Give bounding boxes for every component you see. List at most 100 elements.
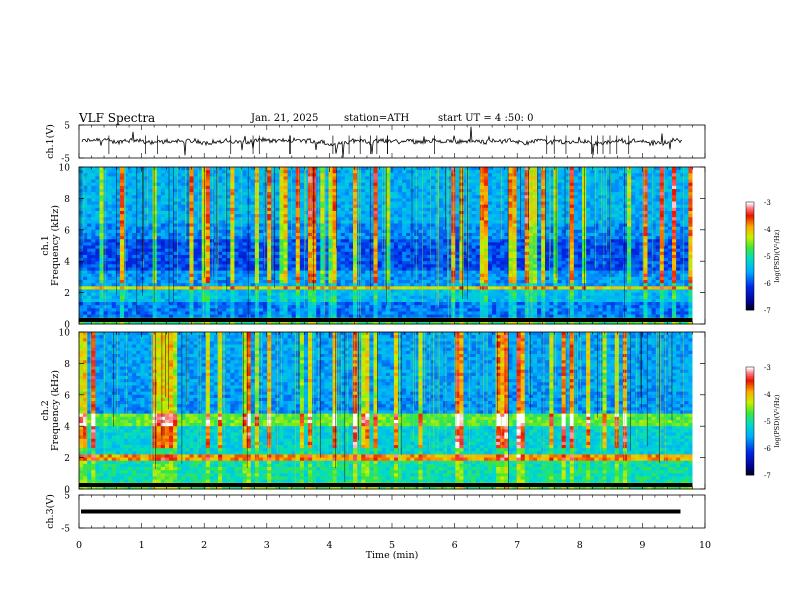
spectrogram-cell [672,229,677,234]
spectrogram-cell [189,195,194,199]
spectrogram-cell [659,267,665,272]
spectrogram-cell [148,167,154,171]
spectrogram-cell [443,251,448,256]
spectrogram-cell [622,167,628,171]
spectrogram-cell [119,245,125,250]
spectrogram-cell [557,195,562,199]
spectrogram-cell [193,267,199,272]
spectrogram-cell [537,185,542,190]
spectrogram-cell [398,239,403,243]
spectrogram-cell [332,201,338,206]
spectrogram-cell [316,188,321,193]
spectrogram-cell [614,170,620,174]
spectrogram-cell [332,248,338,253]
spectrogram-cell [594,245,599,250]
spectrogram-cell [181,214,186,218]
spectrogram-cell [291,220,297,224]
spectrogram-cell [676,245,681,250]
spectrogram-cell [324,245,329,250]
spectrogram-cell [565,170,571,174]
spectrogram-cell [512,261,518,265]
spectrogram-cell [144,248,149,253]
spectrogram-cell [549,242,554,246]
spectrogram-cell [332,214,338,218]
spectrogram-cell [279,254,284,259]
spectrogram-cell [87,226,92,231]
spectrogram-cell [455,170,460,174]
spectrogram-cell [398,229,403,234]
spectrogram-cell [635,254,640,259]
spectrogram-cell [332,176,338,180]
spectrogram-cell [475,198,481,202]
spectrogram-cell [553,204,558,209]
header-start-time: start UT = 4 :50: 0 [438,113,534,124]
spectrogram-cell [181,217,186,221]
spectrogram-cell [667,192,673,196]
spectrogram-cell [234,236,239,240]
spectrogram-cell [635,248,640,253]
spectrogram-cell [87,210,92,215]
spectrogram-cell [177,210,182,215]
spectrogram-cell [402,239,407,243]
spectrogram-cell [111,201,117,206]
spectrogram-cell [590,176,595,180]
spectrogram-cell [618,217,624,221]
spectrogram-cell [557,214,562,218]
spectrogram-cell [655,236,661,240]
spectrogram-cell [160,229,166,234]
spectrogram-cell [181,248,186,253]
spectrogram-cell [426,220,432,224]
spectrogram-cell [189,248,194,253]
spectrogram-cell [398,176,403,180]
spectrogram-cell [582,207,587,212]
spectrogram-cell [353,214,358,218]
spectrogram-cell [201,210,207,215]
spectrogram-cell [447,264,452,268]
spectrogram-cell [369,185,374,190]
spectrogram-cell [622,201,628,206]
spectrogram-cell [565,248,571,253]
spectrogram-cell [487,182,493,187]
spectrogram-cell [79,195,84,199]
spectrogram-cell [447,192,452,196]
spectrogram-cell [177,195,182,199]
spectrogram-cell [672,214,677,218]
spectrogram-cell [275,261,280,265]
spectrogram-cell [373,223,378,228]
spectrogram-cell [577,182,583,187]
spectrogram-cell [320,236,325,240]
spectrogram-cell [389,207,395,212]
spectrogram-cell [577,195,583,199]
spectrogram-cell [173,173,178,177]
spectrogram-cell [549,182,554,187]
spectrogram-cell [205,220,211,224]
spectrogram-cell [242,195,248,199]
spectrogram-cell [651,236,657,240]
spectrogram-cell [590,173,595,177]
spectrogram-cell [622,229,628,234]
spectrogram-cell [308,258,313,262]
spectrogram-cell [316,258,321,262]
spectrogram-cell [283,251,288,256]
spectrogram-cell [324,182,329,187]
spectrogram-cell [537,267,542,272]
spectrogram-cell [119,210,125,215]
spectrogram-cell [594,214,599,218]
spectrogram-cell [537,207,542,212]
spectrogram-cell [610,251,616,256]
spectrogram-cell [291,217,297,221]
spectrogram-cell [267,204,272,209]
spectrogram-cell [455,251,460,256]
spectrogram-cell [680,182,685,187]
spectrogram-cell [181,195,186,199]
spectrogram-cell [447,167,452,171]
spectrogram-cell [447,258,452,262]
spectrogram-cell [295,195,301,199]
spectrogram-cell [230,223,235,228]
spectrogram-cell [381,167,387,171]
spectrogram-cell [123,167,129,171]
spectrogram-cell [422,245,428,250]
spectrogram-cell [238,217,243,221]
spectrogram-cell [83,267,88,272]
spectrogram-cell [156,217,162,221]
